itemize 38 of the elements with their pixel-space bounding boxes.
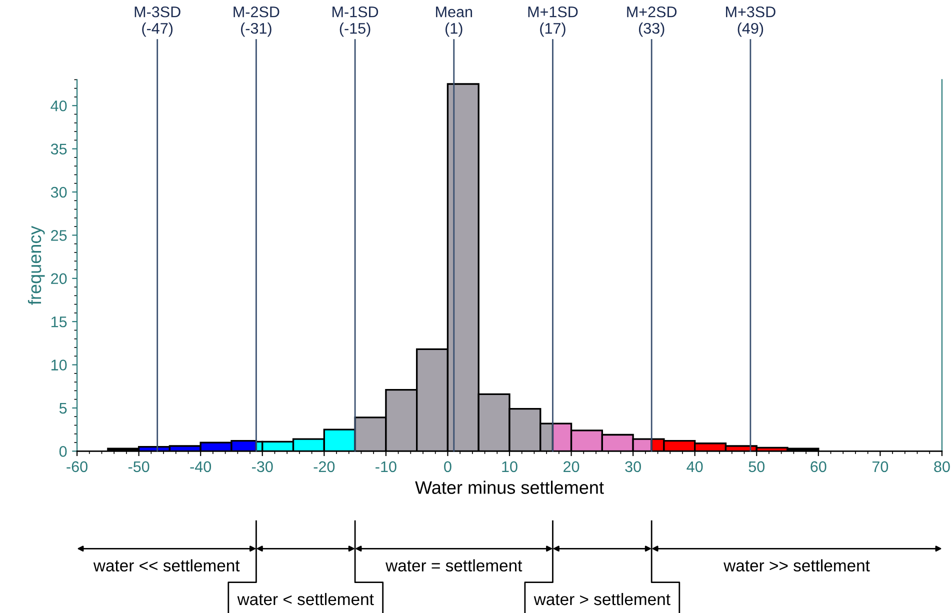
y-tick-label: 40 — [50, 100, 67, 112]
x-tick-label: 10 — [502, 461, 518, 472]
text: water << settlement — [93, 559, 240, 572]
text: water < settlement — [237, 592, 374, 606]
y-tick-label: 0 — [59, 446, 67, 457]
y-axis-title: frequency — [28, 226, 45, 305]
y-tick-label: 15 — [51, 316, 67, 328]
x-tick-label: 50 — [748, 461, 765, 472]
ref-line-label: M+2SD (33) — [627, 6, 677, 37]
y-tick-label: 30 — [50, 186, 67, 198]
x-tick-label: 30 — [625, 461, 641, 472]
x-tick-label: 60 — [810, 461, 826, 472]
x-tick-label: -10 — [376, 461, 396, 472]
text: water = settlement — [386, 559, 522, 572]
y-tick-label: 5 — [59, 403, 67, 414]
x-tick-label: 80 — [934, 461, 950, 472]
y-tick-label: 35 — [50, 144, 67, 154]
ref-line-label: M+1SD (17) — [528, 6, 578, 37]
x-tick-label: 70 — [872, 461, 888, 472]
x-tick-label: 0 — [444, 461, 452, 472]
x-axis-title: Water minus settlement — [415, 480, 604, 494]
ref-line-label: M-2SD (-31) — [234, 6, 280, 37]
x-tick-label: -20 — [314, 461, 335, 472]
y-tick-label: 25 — [51, 230, 67, 241]
ref-line-label: Mean (1) — [436, 6, 472, 37]
text: water >> settlement — [724, 559, 870, 572]
x-tick-label: 20 — [564, 461, 580, 472]
ref-line-label: M+3SD (49) — [726, 6, 776, 37]
y-tick-label: 10 — [51, 360, 67, 370]
ref-line-label: M-1SD (-15) — [332, 6, 378, 37]
x-tick-label: -30 — [252, 461, 273, 472]
x-tick-label: -40 — [190, 461, 212, 472]
y-tick-label: 20 — [51, 273, 67, 284]
x-tick-label: -50 — [128, 461, 150, 472]
ref-line-label: M-3SD (-47) — [134, 6, 180, 37]
x-tick-label: -60 — [66, 461, 88, 472]
text: water > settlement — [534, 592, 670, 606]
x-tick-label: 40 — [686, 461, 703, 472]
